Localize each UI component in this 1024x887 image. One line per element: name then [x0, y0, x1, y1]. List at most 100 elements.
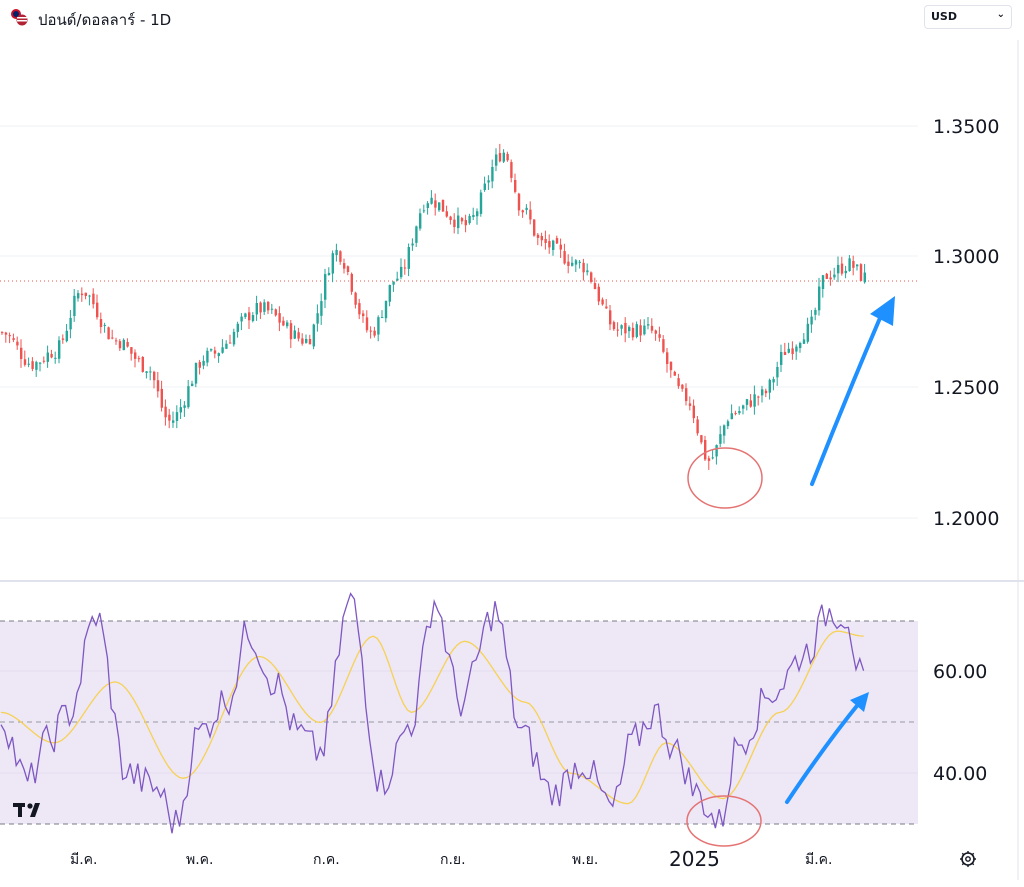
candle: [844, 265, 847, 279]
settings-gear-icon[interactable]: [958, 849, 978, 869]
candle: [35, 360, 38, 377]
candle: [780, 344, 783, 372]
candle: [156, 371, 160, 398]
candle: [833, 267, 836, 280]
candle: [612, 320, 616, 331]
candle: [145, 371, 148, 379]
candle: [848, 255, 851, 272]
candle: [730, 404, 733, 420]
candle: [270, 303, 274, 314]
candle: [479, 189, 483, 217]
candle: [628, 325, 631, 339]
candle: [590, 271, 593, 284]
candle: [255, 295, 258, 321]
candle: [578, 259, 581, 269]
candle: [650, 318, 654, 334]
candle: [407, 243, 410, 277]
candle: [571, 256, 574, 267]
candle: [16, 336, 19, 350]
candle: [213, 346, 217, 359]
candle: [191, 380, 194, 387]
candle: [278, 306, 281, 332]
candle: [61, 334, 65, 344]
candle: [688, 396, 692, 411]
time-tick-nov: พ.ย.: [572, 852, 598, 868]
candle: [441, 199, 445, 212]
rsi-line: [0, 592, 865, 834]
candle: [761, 385, 764, 403]
candle: [103, 322, 106, 333]
candle: [354, 291, 357, 309]
candle: [84, 292, 87, 300]
candle: [88, 294, 91, 306]
currency-selector[interactable]: USD ⌄: [924, 5, 1012, 29]
candle: [681, 383, 684, 392]
rsi-tick-60: 60.00: [933, 661, 987, 683]
candle: [236, 321, 239, 338]
candle: [301, 333, 304, 346]
candle: [308, 334, 312, 345]
chevron-down-icon: ⌄: [996, 9, 1005, 20]
candle: [563, 243, 566, 265]
candle: [331, 250, 334, 283]
candle: [818, 277, 821, 316]
candle: [772, 376, 775, 391]
candle: [582, 258, 585, 281]
candle: [498, 143, 502, 163]
candle: [776, 361, 779, 386]
candle: [346, 265, 350, 276]
candle: [453, 213, 456, 234]
candle: [153, 370, 156, 389]
candle: [662, 335, 665, 354]
candle: [468, 213, 471, 225]
candle: [69, 310, 72, 339]
candle: [749, 394, 752, 408]
candle: [616, 322, 619, 337]
candle: [647, 316, 650, 330]
candle: [806, 317, 809, 344]
candle: [400, 258, 403, 280]
candle: [525, 204, 528, 215]
candle: [168, 408, 171, 429]
candle: [495, 148, 498, 172]
candle: [1, 331, 4, 335]
candle: [137, 355, 141, 363]
candle: [289, 320, 293, 349]
candle: [434, 193, 437, 216]
candle: [305, 334, 308, 344]
candle: [54, 351, 57, 364]
candle: [624, 317, 627, 343]
candle: [419, 208, 422, 231]
candle: [742, 404, 745, 415]
candle: [609, 305, 612, 331]
candle: [863, 263, 866, 284]
candle: [58, 336, 61, 364]
candle: [658, 326, 661, 342]
candle: [312, 323, 315, 350]
candle: [449, 215, 452, 225]
candle: [768, 378, 771, 400]
candle: [39, 362, 42, 372]
chart-header: ปอนด์/ดอลลาร์ - 1D USD ⌄: [0, 0, 1024, 34]
candle: [251, 312, 255, 323]
tradingview-logo-icon[interactable]: [13, 799, 49, 821]
candle: [327, 267, 331, 276]
candle: [225, 340, 228, 350]
candle: [350, 272, 353, 295]
candle: [810, 310, 813, 333]
candle: [12, 333, 15, 343]
candle: [115, 337, 118, 345]
candle: [799, 341, 802, 353]
candle: [476, 208, 479, 225]
candle: [160, 380, 163, 412]
candle: [65, 323, 68, 343]
candle: [472, 207, 475, 221]
candle: [411, 238, 414, 251]
candle: [202, 355, 205, 370]
candle: [141, 356, 144, 373]
time-tick-sep: ก.ย.: [440, 852, 466, 868]
candle: [198, 359, 201, 375]
candle: [377, 315, 380, 342]
price-tick-2: 1.3000: [933, 246, 999, 268]
